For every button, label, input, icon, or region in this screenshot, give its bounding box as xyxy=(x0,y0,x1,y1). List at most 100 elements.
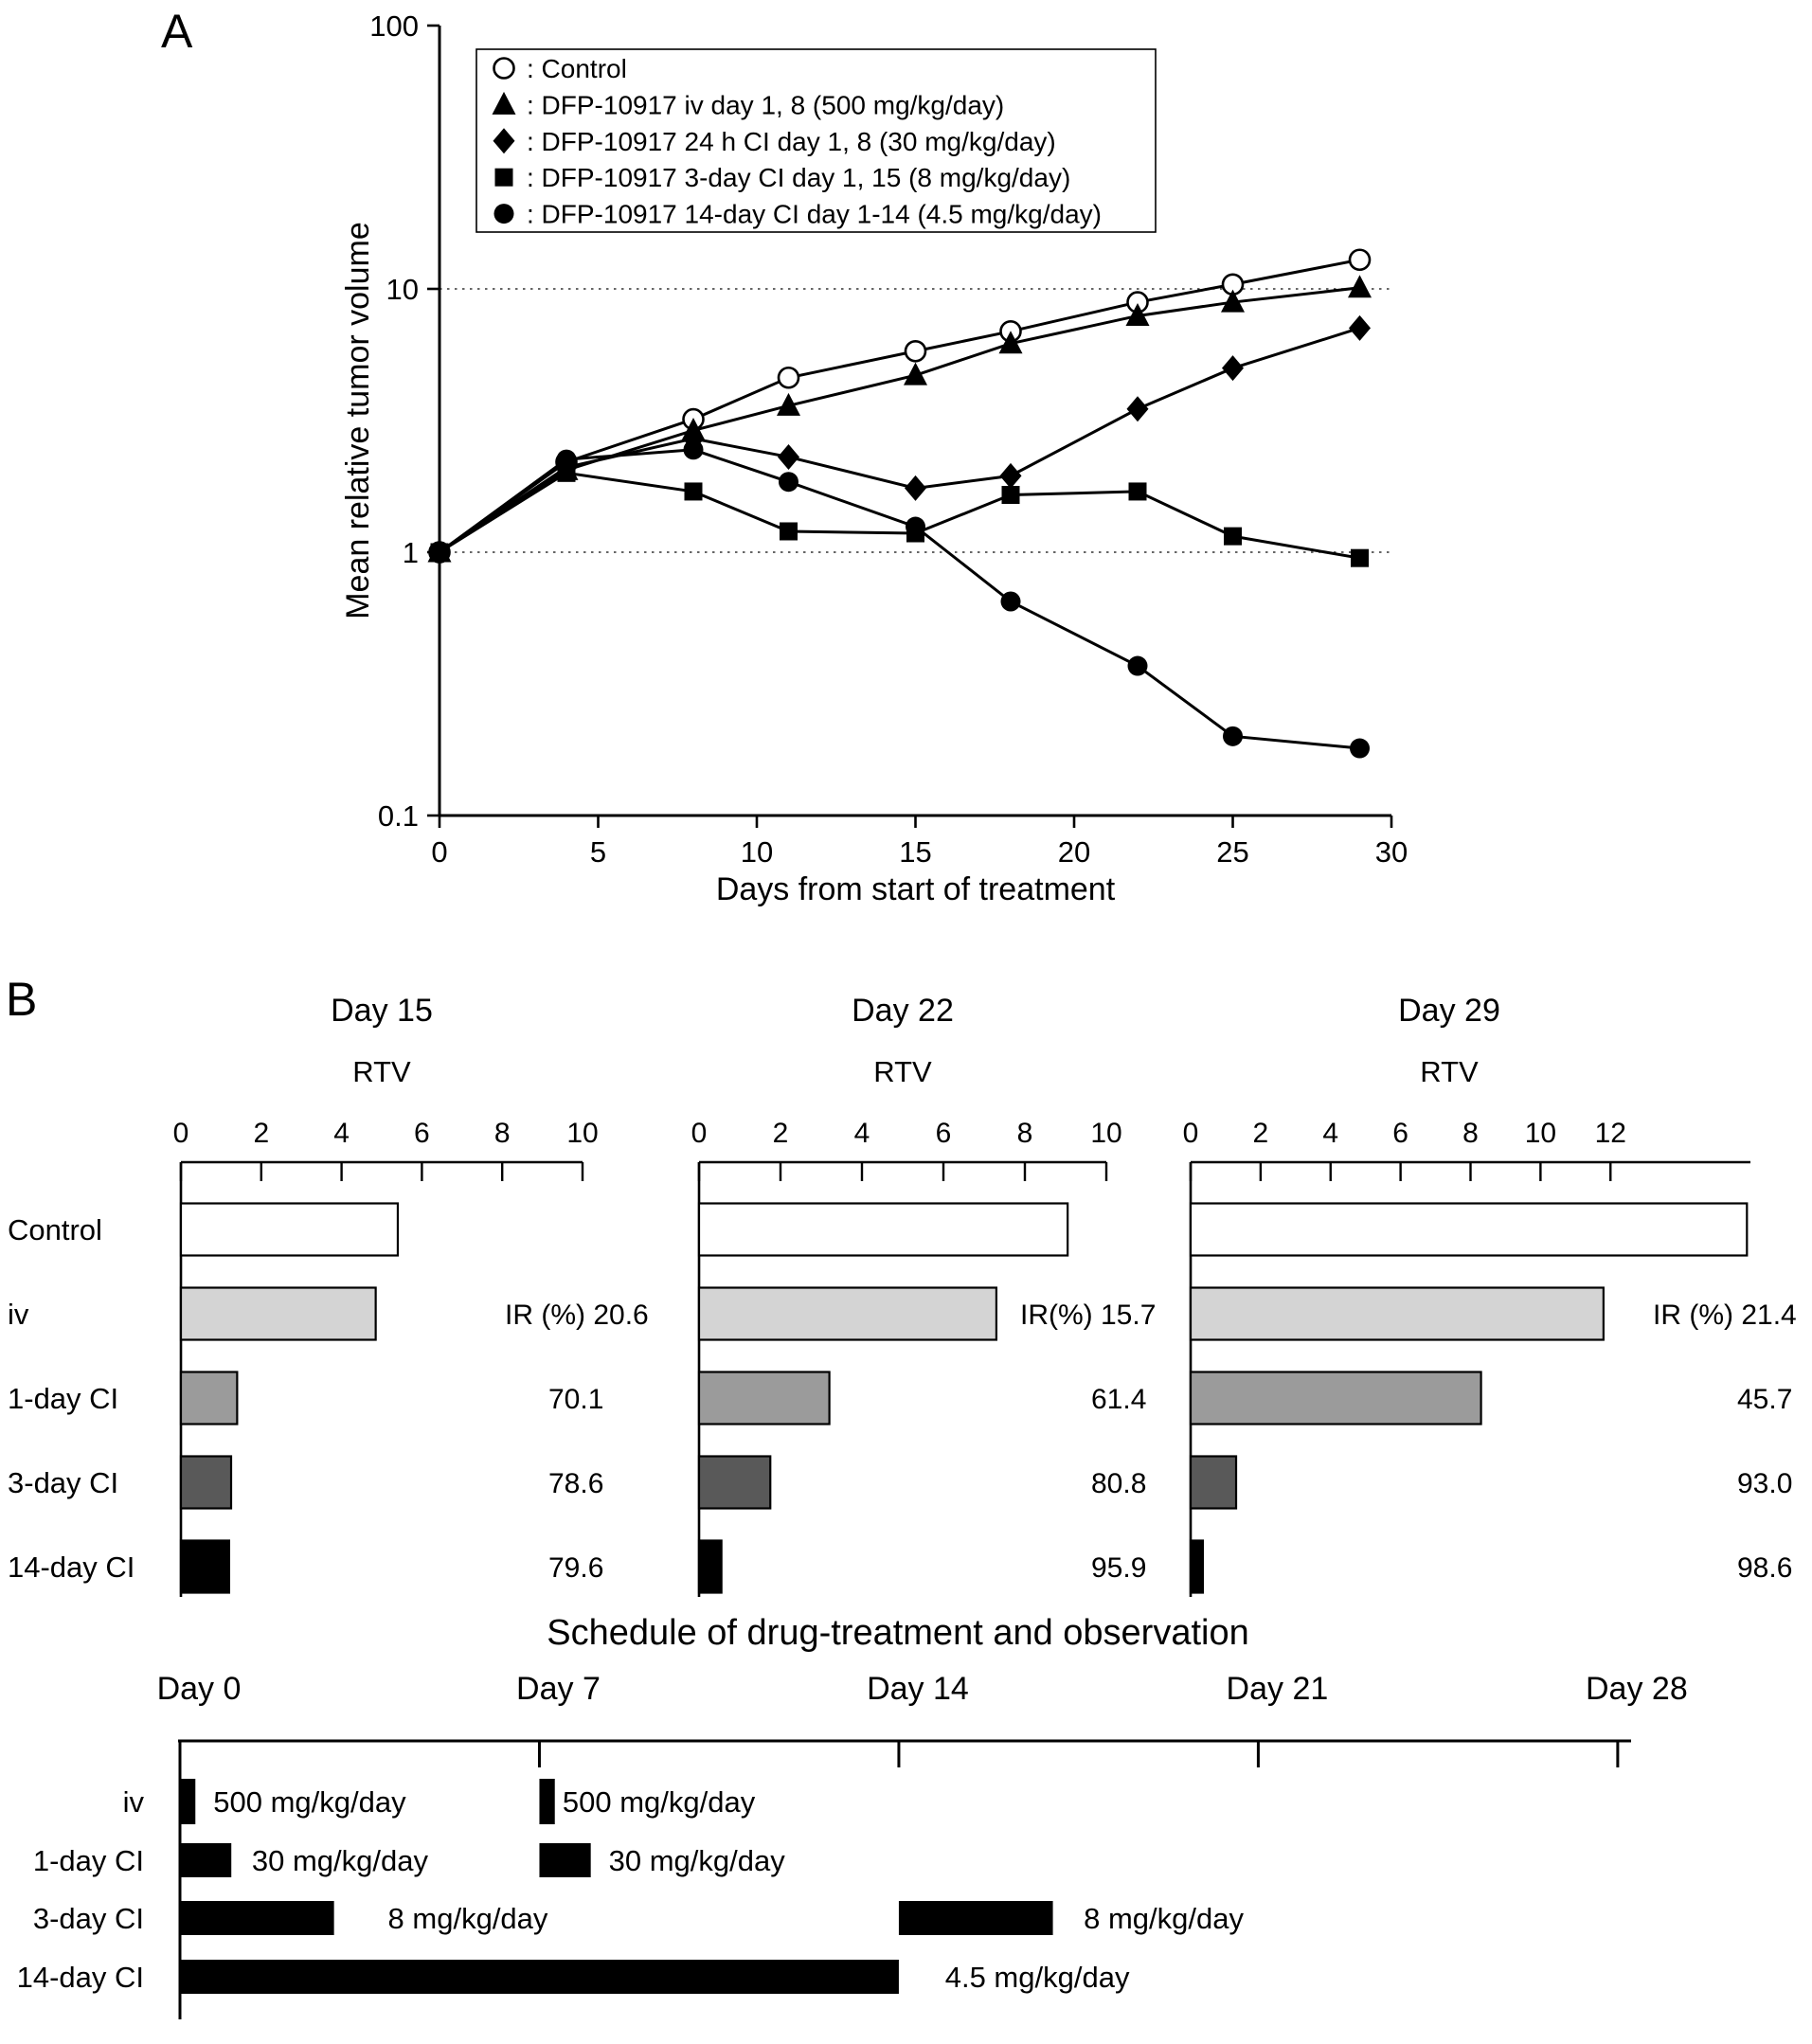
series-line xyxy=(439,326,1360,554)
marker-triangle-icon xyxy=(904,362,927,385)
y-tick-label: 1 xyxy=(403,536,419,569)
marker-triangle-icon xyxy=(492,91,516,115)
ir-value: 78.6 xyxy=(548,1468,603,1499)
marker-triangle-icon xyxy=(1125,302,1150,326)
tick-label: 10 xyxy=(566,1118,598,1149)
marker-square-icon xyxy=(1224,527,1242,546)
marker-diamond-icon xyxy=(778,443,799,470)
marker-triangle-icon xyxy=(1348,275,1372,298)
marker-triangle-icon xyxy=(1221,289,1245,313)
tick-label: 2 xyxy=(253,1118,269,1149)
schedule-title: Schedule of drug-treatment and observati… xyxy=(547,1613,1248,1653)
marker-square-icon xyxy=(494,168,513,187)
x-tick-label: 25 xyxy=(1216,835,1248,869)
day-label: Day 28 xyxy=(1586,1671,1688,1707)
x-tick-label: 0 xyxy=(431,835,447,869)
dose-label: 30 mg/kg/day xyxy=(609,1844,786,1877)
tick-label: 10 xyxy=(1525,1118,1556,1149)
treatment-bar xyxy=(539,1779,555,1824)
y-tick-label: 10 xyxy=(386,273,419,306)
tick-label: 6 xyxy=(1392,1118,1408,1149)
bar-iv xyxy=(1189,1286,1605,1341)
marker-circle-filled-icon xyxy=(906,516,925,537)
marker-square-icon xyxy=(1001,486,1020,505)
dose-label: 8 mg/kg/day xyxy=(388,1902,548,1935)
schedule-row-label: 14-day CI xyxy=(17,1961,144,1994)
rtv-chart-day-22: Day 22 RTV 0 2 4 6 8 10 IR(%) 15.7 61.4 80.8 95.9 xyxy=(691,993,1156,1597)
x-tick-label: 10 xyxy=(741,835,773,869)
panel-a-label: A xyxy=(161,5,193,58)
marker-circle-filled-icon xyxy=(1000,591,1021,612)
treatment-bar xyxy=(180,1901,334,1935)
ir-value: 80.8 xyxy=(1091,1468,1146,1499)
tick-label: 2 xyxy=(773,1118,789,1149)
marker-square-icon xyxy=(780,522,798,541)
marker-circle-filled-icon xyxy=(683,439,704,460)
x-tick-label: 5 xyxy=(590,835,606,869)
chart-title: Day 22 xyxy=(852,993,954,1029)
rtv-chart-day-15: Day 15 RTV 0 2 4 6 8 10 Control iv 1-day CI 3-day C… xyxy=(8,993,649,1597)
ir-value: 98.6 xyxy=(1737,1552,1792,1584)
tick-label: 8 xyxy=(1462,1118,1479,1149)
day-label: Day 14 xyxy=(867,1671,969,1707)
ir-value: 79.6 xyxy=(548,1552,603,1584)
ir-value: IR (%) 21.4 xyxy=(1653,1300,1797,1331)
y-axis-title: Mean relative tumor volume xyxy=(340,222,376,619)
x-tick-label: 20 xyxy=(1058,835,1090,869)
marker-diamond-icon xyxy=(1222,355,1244,382)
marker-diamond-icon xyxy=(1349,314,1371,341)
y-tick-label: 0.1 xyxy=(378,799,419,833)
tick-label: 10 xyxy=(1090,1118,1121,1149)
bar-3-day-ci xyxy=(697,1455,772,1510)
bar-1-day-ci xyxy=(179,1371,239,1425)
marker-circle-filled-icon xyxy=(493,204,514,224)
chart-title: Day 15 xyxy=(331,993,433,1029)
marker-diamond-icon xyxy=(999,462,1022,489)
marker-diamond-icon xyxy=(905,475,926,501)
panel-b-rtv-bar-charts: Day 15 RTV 0 2 4 6 8 10 Control iv 1-day CI 3-day C… xyxy=(8,993,1797,1597)
bar-3-day-ci xyxy=(1189,1455,1238,1510)
marker-diamond-icon xyxy=(1126,396,1149,422)
y-tick-label: 100 xyxy=(369,9,419,43)
category-label: 14-day CI xyxy=(8,1551,135,1584)
dose-label: 8 mg/kg/day xyxy=(1084,1902,1244,1935)
legend-label: : Control xyxy=(527,54,627,83)
ir-value: 45.7 xyxy=(1737,1384,1792,1415)
panel-a-tumor-volume-chart: 0 5 10 15 20 25 30 0.1 1 10 100 Mean relative tumor… xyxy=(340,9,1408,907)
ir-value: 95.9 xyxy=(1091,1552,1146,1584)
marker-circle-filled-icon xyxy=(1223,726,1243,746)
treatment-schedule-diagram: Schedule of drug-treatment and observati… xyxy=(17,1613,1688,2019)
marker-circle-open-icon xyxy=(1348,248,1372,272)
tick-label: 6 xyxy=(414,1118,430,1149)
bar-control xyxy=(179,1202,400,1257)
schedule-row-label: 3-day CI xyxy=(33,1902,144,1935)
marker-triangle-icon xyxy=(777,392,800,416)
x-axis-title: Days from start of treatment xyxy=(716,871,1116,907)
marker-circle-open-icon xyxy=(493,57,515,80)
day-label: Day 7 xyxy=(516,1671,601,1707)
tick-label: 0 xyxy=(691,1118,708,1149)
category-label: 1-day CI xyxy=(8,1382,118,1415)
bar-iv xyxy=(179,1286,377,1341)
tick-label: 0 xyxy=(1183,1118,1199,1149)
tick-label: 8 xyxy=(494,1118,511,1149)
bar-1-day-ci xyxy=(1189,1371,1482,1425)
legend-label: : DFP-10917 iv day 1, 8 (500 mg/kg/day) xyxy=(527,90,1004,119)
tick-label: 0 xyxy=(173,1118,189,1149)
marker-square-icon xyxy=(1128,482,1147,501)
ir-value: IR(%) 15.7 xyxy=(1020,1300,1156,1331)
treatment-bar xyxy=(180,1843,232,1877)
dose-label: 500 mg/kg/day xyxy=(563,1785,756,1819)
bar-1-day-ci xyxy=(697,1371,831,1425)
rtv-chart-day-29: Day 29 RTV 0 2 4 6 8 10 12 IR (%) 21.4 45.7 93.0 98.… xyxy=(1183,993,1797,1597)
axis-title: RTV xyxy=(352,1055,411,1088)
marker-square-icon xyxy=(684,482,703,501)
bar-14-day-ci xyxy=(1189,1539,1205,1594)
chart-title: Day 29 xyxy=(1398,993,1500,1029)
x-tick-label: 30 xyxy=(1375,835,1408,869)
tick-label: 8 xyxy=(1017,1118,1033,1149)
tick-label: 4 xyxy=(1322,1118,1338,1149)
marker-circle-filled-icon xyxy=(779,472,798,493)
day-label: Day 0 xyxy=(157,1671,242,1707)
